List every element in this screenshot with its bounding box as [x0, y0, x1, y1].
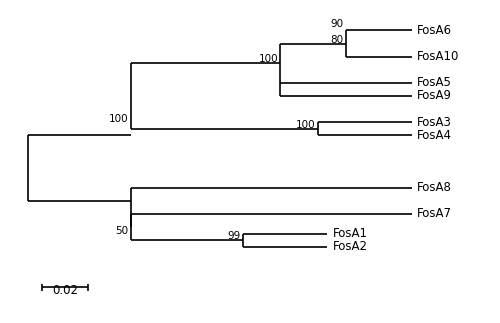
Text: 90: 90	[330, 19, 344, 29]
Text: 100: 100	[296, 120, 316, 130]
Text: FosA10: FosA10	[417, 50, 460, 63]
Text: FosA8: FosA8	[417, 181, 452, 194]
Text: FosA9: FosA9	[417, 89, 452, 102]
Text: FosA1: FosA1	[333, 227, 368, 240]
Text: 50: 50	[115, 226, 128, 236]
Text: FosA5: FosA5	[417, 76, 452, 89]
Text: FosA6: FosA6	[417, 24, 452, 37]
Text: 100: 100	[258, 55, 278, 65]
Text: 0.02: 0.02	[52, 284, 78, 297]
Text: FosA3: FosA3	[417, 116, 452, 129]
Text: 99: 99	[228, 232, 240, 242]
Text: 80: 80	[330, 35, 344, 45]
Text: 100: 100	[108, 114, 128, 124]
Text: FosA7: FosA7	[417, 207, 452, 220]
Text: FosA2: FosA2	[333, 240, 368, 253]
Text: FosA4: FosA4	[417, 129, 452, 142]
